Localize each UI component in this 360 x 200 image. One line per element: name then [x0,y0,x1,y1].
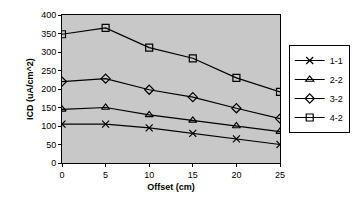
svg-text:100: 100 [41,121,56,131]
svg-text:250: 250 [41,66,56,76]
svg-text:20: 20 [231,170,241,180]
svg-text:0: 0 [59,170,64,180]
svg-text:1-1: 1-1 [330,56,343,66]
svg-text:400: 400 [41,10,56,20]
svg-text:ICD (uA/cm^2): ICD (uA/cm^2) [25,58,35,120]
svg-text:50: 50 [46,140,56,150]
svg-text:5: 5 [103,170,108,180]
svg-text:10: 10 [144,170,154,180]
svg-text:200: 200 [41,84,56,94]
svg-text:3-2: 3-2 [330,94,343,104]
svg-text:15: 15 [188,170,198,180]
svg-text:2-2: 2-2 [330,75,343,85]
svg-text:4-2: 4-2 [330,113,343,123]
svg-text:150: 150 [41,103,56,113]
svg-text:0: 0 [51,158,56,168]
svg-text:25: 25 [275,170,285,180]
svg-text:Offset (cm): Offset (cm) [147,182,195,192]
svg-text:350: 350 [41,29,56,39]
svg-text:300: 300 [41,47,56,57]
